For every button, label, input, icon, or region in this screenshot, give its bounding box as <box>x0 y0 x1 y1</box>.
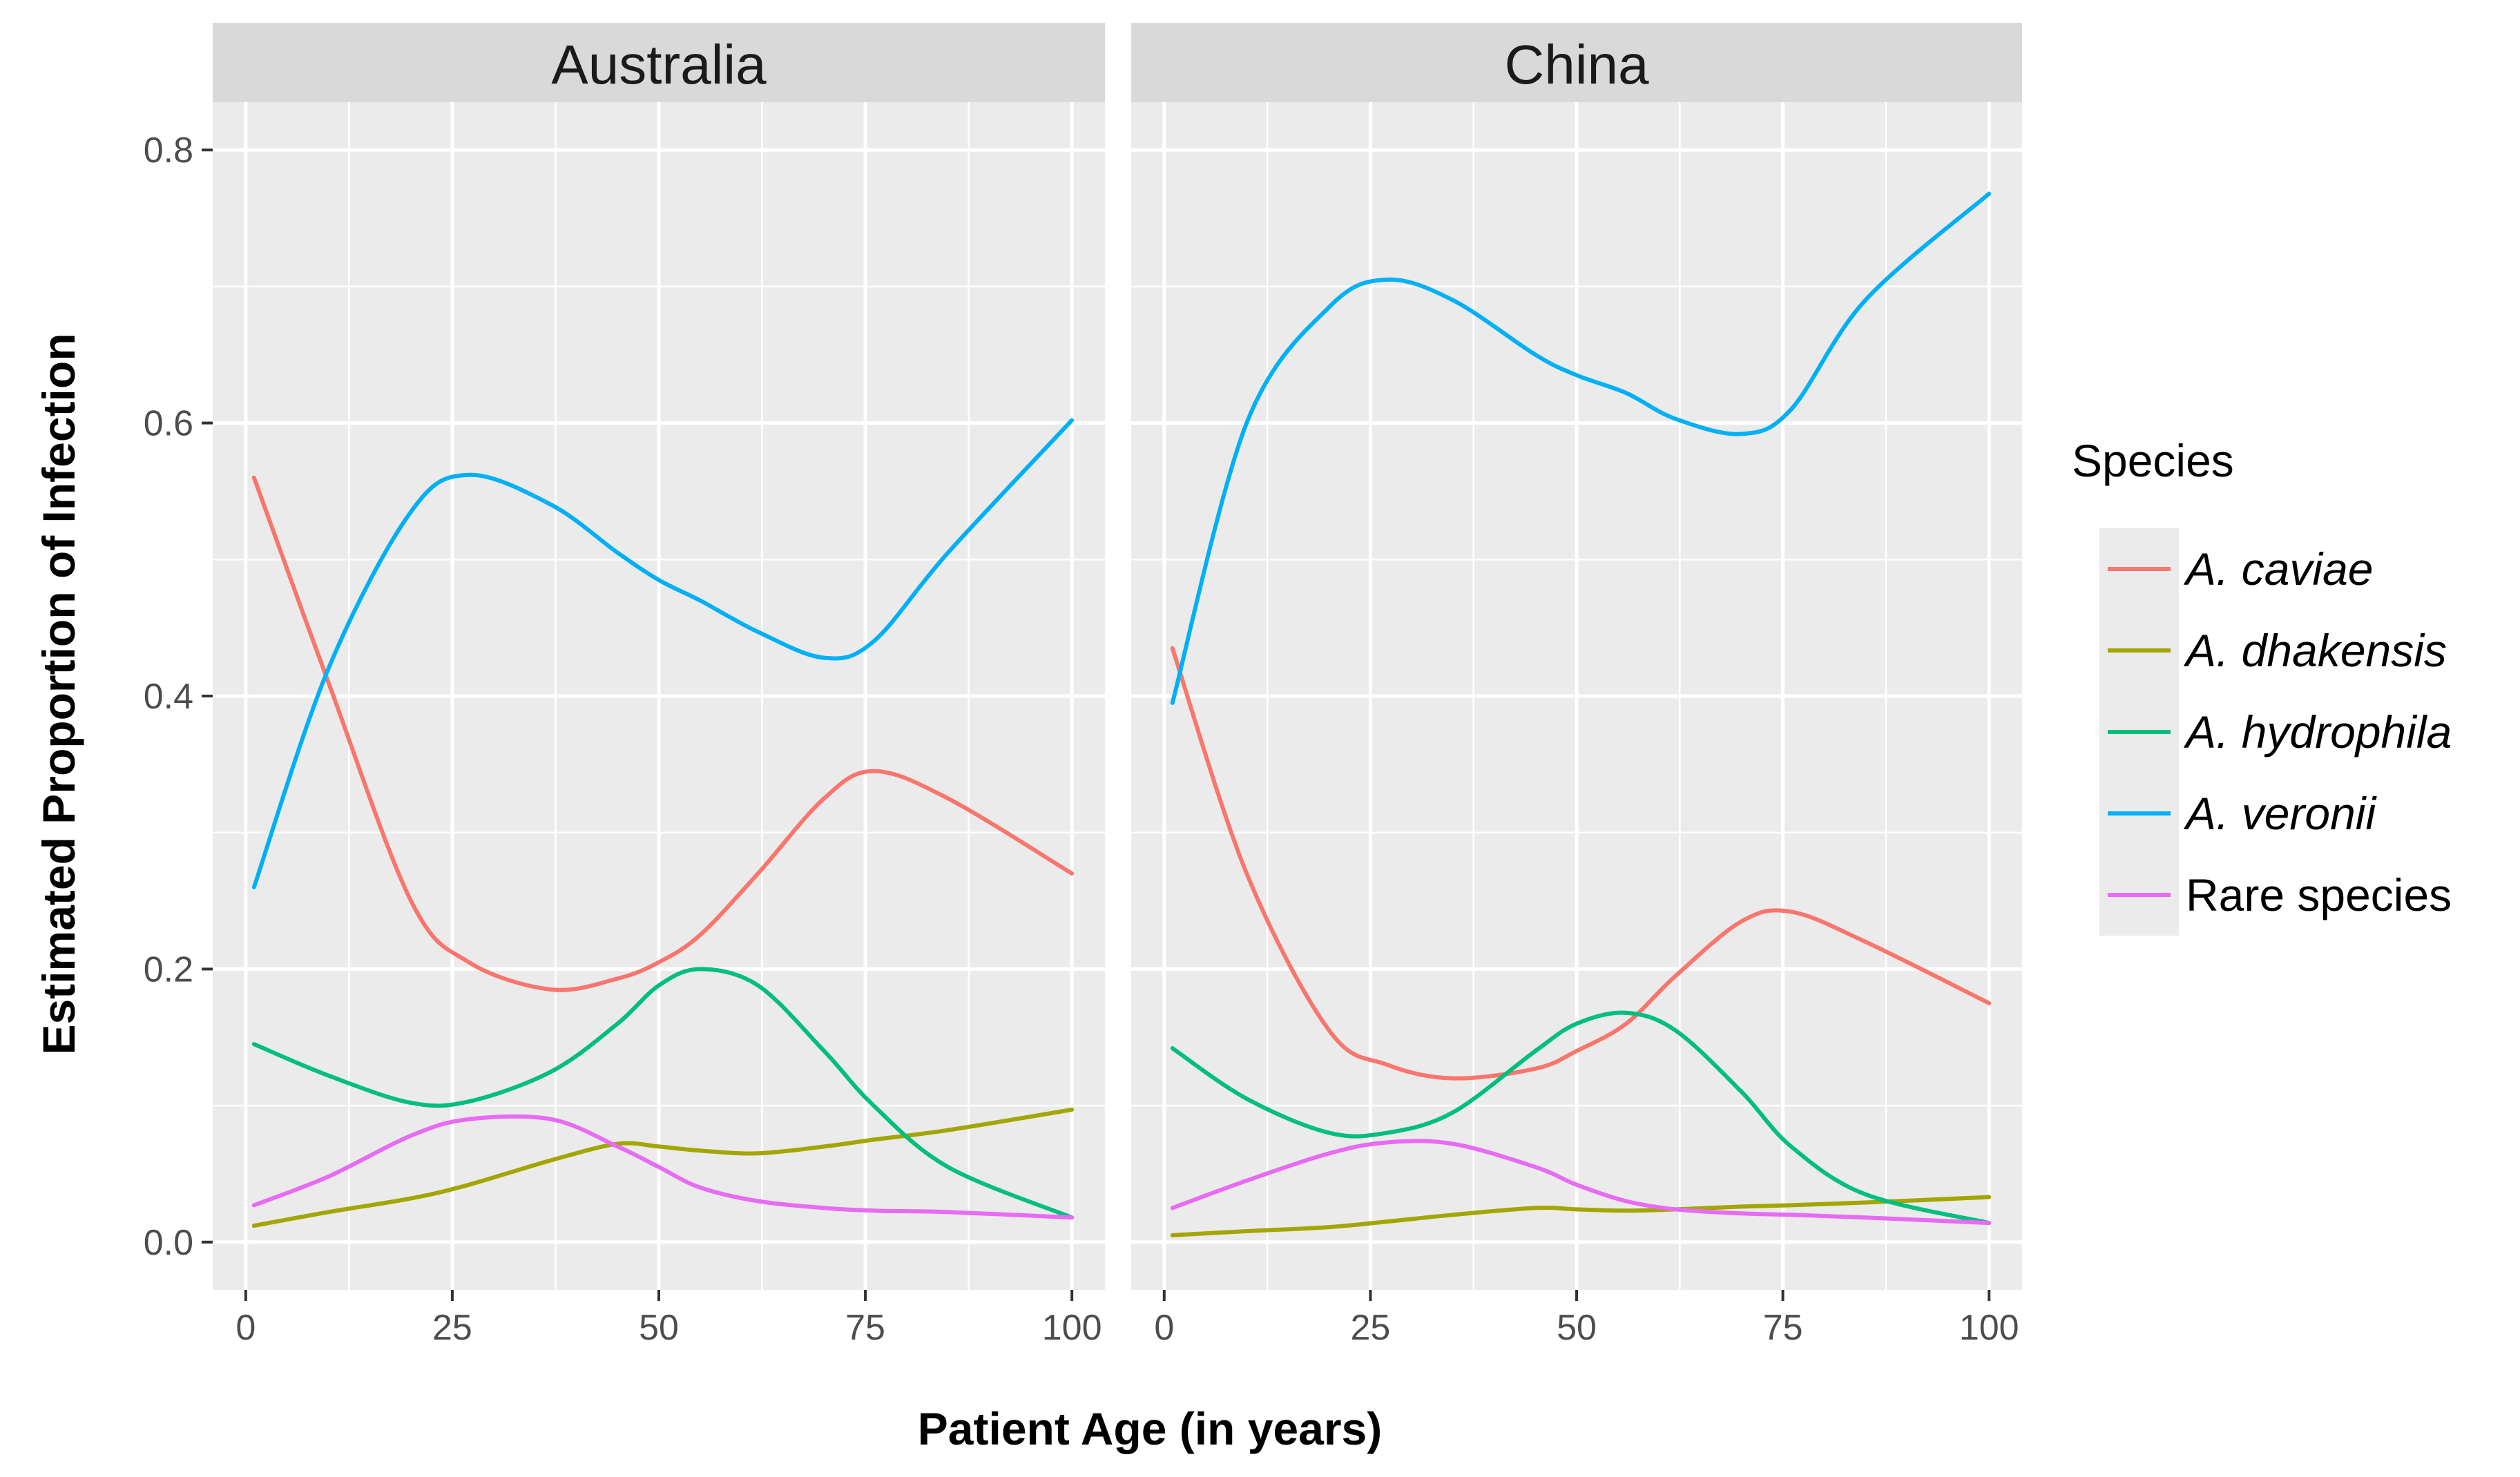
legend-entry-label: A. veronii <box>2183 788 2377 839</box>
legend-entry-label: A. hydrophila <box>2183 706 2452 757</box>
x-tick-label: 25 <box>1350 1308 1390 1348</box>
facet-china: China 0 25 50 75 100 <box>1131 23 2022 1348</box>
legend-entry-label: A. dhakensis <box>2183 625 2447 676</box>
facet-strip-label: Australia <box>551 34 767 95</box>
y-tick-label: 0.2 <box>144 949 193 990</box>
legend: Species A. caviae A. dhakensis A. hydrophi… <box>2072 435 2452 936</box>
legend-entries: A. caviae A. dhakensis A. hydrophila A. ver… <box>2099 528 2452 936</box>
x-tick-label: 50 <box>1557 1308 1597 1348</box>
facet-australia: Australia 0 25 50 75 100 0.0 0.2 0.4 0.6 0.8 <box>144 23 1105 1348</box>
x-axis-title: Patient Age (in years) <box>918 1403 1382 1454</box>
series-line-a-caviae <box>1170 646 1992 1081</box>
series-line-a-hydrophila <box>1170 1010 1992 1226</box>
series-line-a-dhakensis <box>1170 1195 1992 1237</box>
series-line-rare-species <box>251 1114 1075 1220</box>
series-line-a-hydrophila <box>251 967 1075 1220</box>
x-tick-label: 0 <box>1154 1308 1174 1348</box>
x-tick-label: 100 <box>1959 1308 2019 1348</box>
y-tick-label: 0.4 <box>144 677 193 717</box>
series-line-a-dhakensis <box>251 1108 1075 1228</box>
legend-entry-label: Rare species <box>2186 869 2452 920</box>
x-tick-label: 75 <box>845 1308 885 1348</box>
series-line-a-veronii <box>251 418 1075 889</box>
facet-panels: Australia 0 25 50 75 100 0.0 0.2 0.4 0.6 0.8 China 0… <box>144 23 2022 1348</box>
legend-entry-label: A. caviae <box>2183 543 2373 595</box>
series-line-rare-species <box>1170 1139 1992 1226</box>
x-tick-label: 25 <box>432 1308 472 1348</box>
x-tick-label: 0 <box>235 1308 256 1348</box>
x-tick-label: 75 <box>1763 1308 1803 1348</box>
facet-strip-label: China <box>1504 34 1649 95</box>
y-tick-label: 0.0 <box>144 1223 193 1263</box>
facet-strip <box>213 23 1105 102</box>
y-tick-label: 0.8 <box>144 131 193 171</box>
x-tick-label: 50 <box>639 1308 679 1348</box>
legend-title: Species <box>2072 435 2234 486</box>
y-axis-title: Estimated Proportion of Infection <box>33 333 84 1054</box>
x-tick-label: 100 <box>1042 1308 1102 1348</box>
series-line-a-veronii <box>1170 191 1992 705</box>
y-tick-label: 0.6 <box>144 404 193 444</box>
series-line-a-caviae <box>251 475 1075 992</box>
facet-strip <box>1131 23 2022 102</box>
